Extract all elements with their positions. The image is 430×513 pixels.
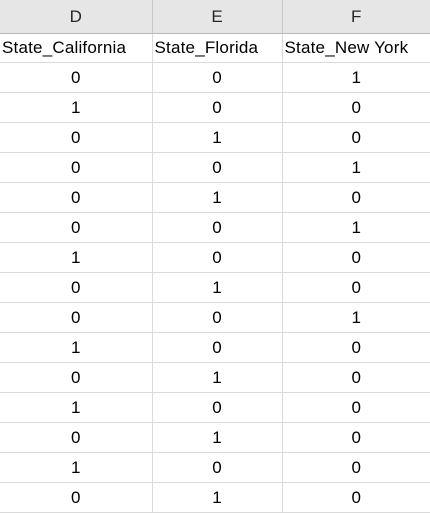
cell-new-york[interactable]: 0 bbox=[282, 452, 430, 483]
cell-california[interactable]: 1 bbox=[0, 242, 153, 273]
cell-header-california[interactable]: State_California bbox=[0, 33, 153, 63]
cell-new-york[interactable]: 0 bbox=[282, 92, 430, 123]
cell-header-new-york[interactable]: State_New York bbox=[282, 33, 430, 63]
cell-new-york[interactable]: 0 bbox=[282, 482, 430, 513]
column-header-e[interactable]: E bbox=[152, 0, 283, 34]
cell-california[interactable]: 0 bbox=[0, 152, 153, 183]
cell-new-york[interactable]: 0 bbox=[282, 392, 430, 423]
cell-california[interactable]: 0 bbox=[0, 212, 153, 243]
cell-new-york[interactable]: 0 bbox=[282, 272, 430, 303]
cell-new-york[interactable]: 0 bbox=[282, 362, 430, 393]
cell-florida[interactable]: 0 bbox=[152, 152, 283, 183]
cell-florida[interactable]: 0 bbox=[152, 452, 283, 483]
cell-florida[interactable]: 1 bbox=[152, 272, 283, 303]
cell-florida[interactable]: 1 bbox=[152, 122, 283, 153]
sheet-body: State_California State_Florida State_New… bbox=[0, 33, 430, 513]
cell-header-florida[interactable]: State_Florida bbox=[152, 33, 283, 63]
cell-new-york[interactable]: 1 bbox=[282, 302, 430, 333]
cell-new-york[interactable]: 0 bbox=[282, 242, 430, 273]
cell-california[interactable]: 0 bbox=[0, 302, 153, 333]
cell-california[interactable]: 0 bbox=[0, 482, 153, 513]
column-header-f[interactable]: F bbox=[282, 0, 430, 34]
cell-california[interactable]: 0 bbox=[0, 422, 153, 453]
cell-florida[interactable]: 1 bbox=[152, 482, 283, 513]
cell-new-york[interactable]: 0 bbox=[282, 122, 430, 153]
cell-florida[interactable]: 0 bbox=[152, 332, 283, 363]
column-header-d[interactable]: D bbox=[0, 0, 153, 34]
cell-florida[interactable]: 0 bbox=[152, 92, 283, 123]
cell-new-york[interactable]: 0 bbox=[282, 332, 430, 363]
cell-california[interactable]: 0 bbox=[0, 362, 153, 393]
cell-florida[interactable]: 0 bbox=[152, 392, 283, 423]
cell-california[interactable]: 0 bbox=[0, 62, 153, 93]
cell-california[interactable]: 0 bbox=[0, 272, 153, 303]
cell-new-york[interactable]: 0 bbox=[282, 182, 430, 213]
cell-florida[interactable]: 0 bbox=[152, 302, 283, 333]
cell-california[interactable]: 1 bbox=[0, 392, 153, 423]
cell-florida[interactable]: 1 bbox=[152, 182, 283, 213]
cell-new-york[interactable]: 0 bbox=[282, 422, 430, 453]
cell-california[interactable]: 1 bbox=[0, 452, 153, 483]
cell-california[interactable]: 0 bbox=[0, 182, 153, 213]
cell-florida[interactable]: 0 bbox=[152, 242, 283, 273]
cell-new-york[interactable]: 1 bbox=[282, 212, 430, 243]
cell-florida[interactable]: 0 bbox=[152, 212, 283, 243]
cell-california[interactable]: 1 bbox=[0, 92, 153, 123]
cell-new-york[interactable]: 1 bbox=[282, 62, 430, 93]
cell-california[interactable]: 1 bbox=[0, 332, 153, 363]
cell-florida[interactable]: 1 bbox=[152, 362, 283, 393]
field-header-row: State_California State_Florida State_New… bbox=[0, 33, 430, 63]
cell-florida[interactable]: 0 bbox=[152, 62, 283, 93]
cell-california[interactable]: 0 bbox=[0, 122, 153, 153]
column-header-row: D E F bbox=[0, 0, 430, 34]
cell-florida[interactable]: 1 bbox=[152, 422, 283, 453]
cell-new-york[interactable]: 1 bbox=[282, 152, 430, 183]
